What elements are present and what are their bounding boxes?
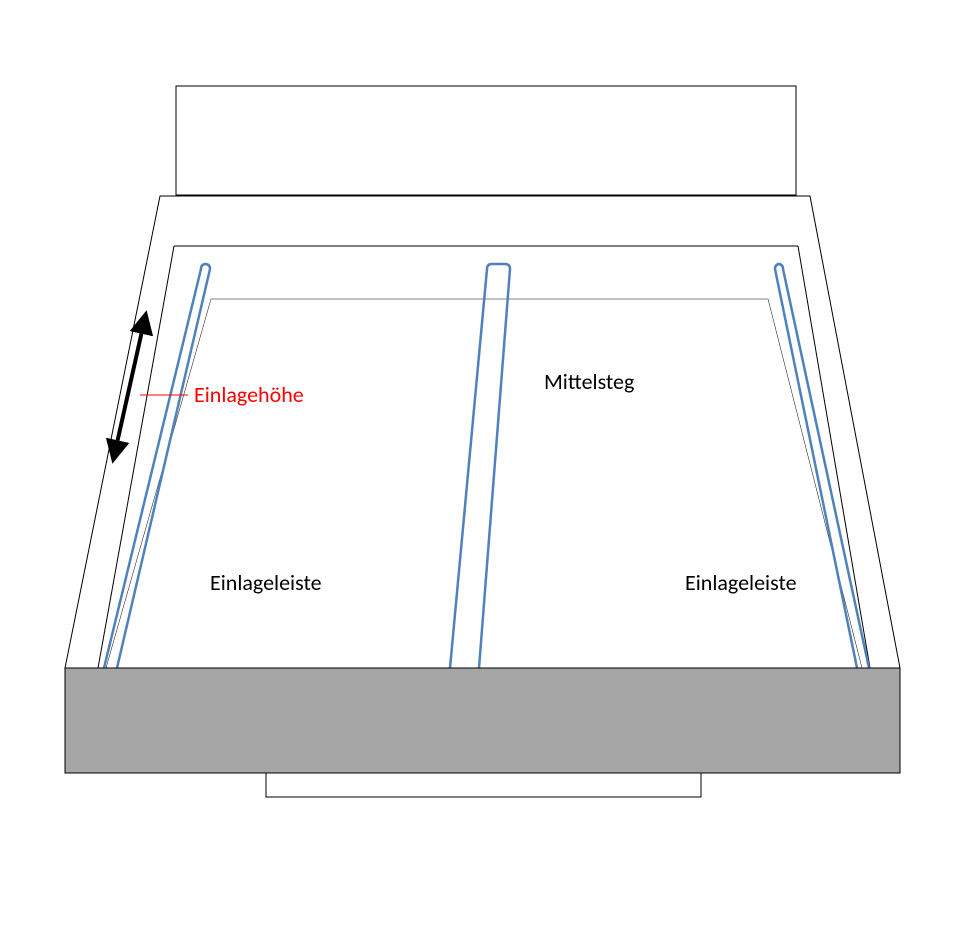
label-einlagehoehe: Einlagehöhe	[194, 381, 304, 408]
label-mittelsteg: Mittelsteg	[544, 368, 634, 395]
label-einlageleiste-right: Einlageleiste	[685, 569, 797, 596]
label-einlageleiste-left: Einlageleiste	[210, 569, 322, 596]
